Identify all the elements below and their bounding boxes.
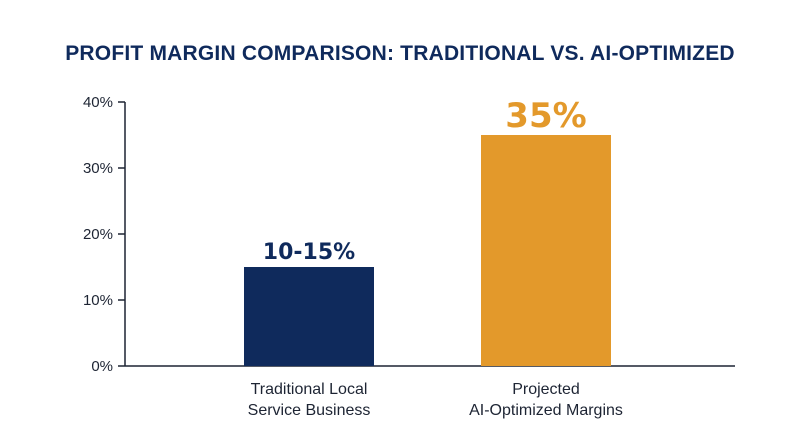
- bar-1: [244, 267, 374, 366]
- bars: [244, 135, 611, 366]
- category-label-1-line-2: Service Business: [248, 402, 371, 419]
- y-tick-label: 0%: [91, 358, 113, 375]
- category-label-2-line-2: AI-Optimized Margins: [469, 402, 623, 419]
- axes: 0% 10% 20% 30% 40%: [83, 94, 735, 375]
- category-label-1-line-1: Traditional Local: [251, 381, 368, 398]
- bar-2: [481, 135, 611, 366]
- y-tick-label: 40%: [83, 94, 113, 111]
- chart-title: PROFIT MARGIN COMPARISON: TRADITIONAL VS…: [65, 42, 735, 65]
- labels: 10-15% Traditional Local Service Business 3…: [248, 96, 623, 419]
- y-tick-label: 20%: [83, 226, 113, 243]
- y-tick-label: 10%: [83, 292, 113, 309]
- category-label-2-line-1: Projected: [512, 381, 580, 398]
- data-label-2: 35%: [505, 96, 586, 136]
- y-tick-label: 30%: [83, 160, 113, 177]
- data-label-1: 10-15%: [263, 240, 355, 265]
